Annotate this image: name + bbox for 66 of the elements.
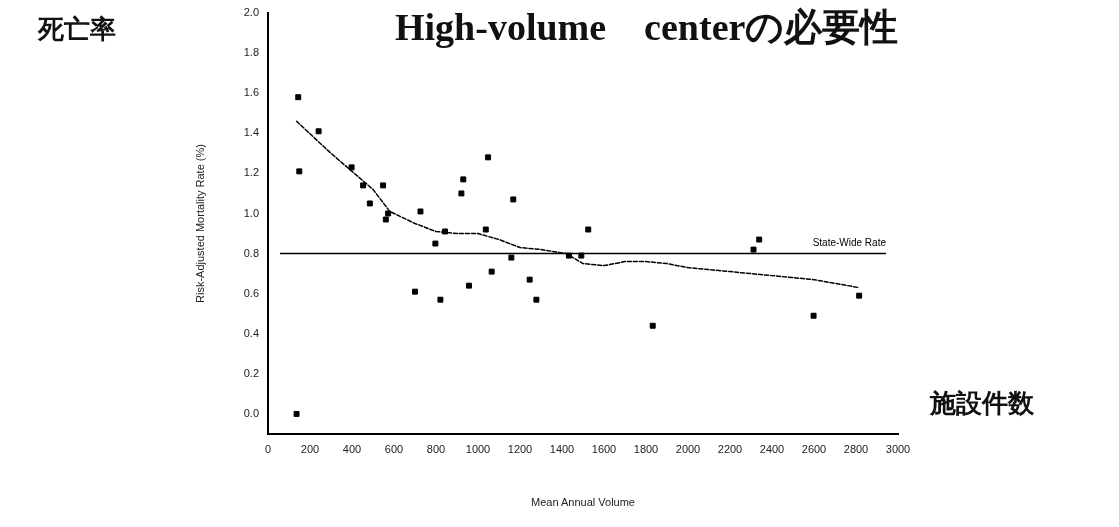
point xyxy=(508,254,515,261)
x-tick-label: 1000 xyxy=(465,442,491,455)
point xyxy=(315,128,322,135)
x-tick-label: 2400 xyxy=(759,442,785,455)
point xyxy=(385,210,392,217)
point xyxy=(437,296,444,303)
y-tick-label: 2.0 xyxy=(243,6,259,19)
point xyxy=(565,252,572,259)
x-tick-label: 1800 xyxy=(633,442,659,455)
point xyxy=(810,312,817,319)
y-tick-label: 1.8 xyxy=(243,46,259,59)
x-tick-label: 2200 xyxy=(717,442,743,455)
point xyxy=(417,208,424,215)
y-tick-label: 0.2 xyxy=(243,366,259,379)
x-tick-label: 3000 xyxy=(885,442,911,455)
y-tick-label: 0.6 xyxy=(243,286,259,299)
point xyxy=(293,410,300,417)
x-axis-title: Mean Annual Volume xyxy=(531,496,635,509)
x-tick-label: 800 xyxy=(426,442,446,455)
point xyxy=(412,288,418,295)
point xyxy=(382,216,389,223)
point xyxy=(296,168,303,175)
point xyxy=(432,240,439,247)
point xyxy=(366,200,373,207)
point xyxy=(510,196,517,203)
point xyxy=(488,268,495,275)
y-tick-label: 1.4 xyxy=(243,126,259,139)
chart-title: High-volume centerの必要性 xyxy=(395,5,899,50)
y-tick-label: 1.0 xyxy=(243,206,259,219)
y-tick-label: 0.8 xyxy=(243,246,259,259)
point xyxy=(750,246,757,253)
point xyxy=(756,236,763,243)
point xyxy=(526,276,533,283)
y-tick-label: 0.0 xyxy=(243,406,259,419)
y-tick-label: 1.6 xyxy=(243,86,259,99)
x-tick-label: 2800 xyxy=(843,442,869,455)
x-tick-label: 400 xyxy=(342,442,362,455)
point xyxy=(578,252,585,259)
x-tick-label: 1200 xyxy=(507,442,533,455)
point xyxy=(458,190,465,197)
y-tick-label: 0.4 xyxy=(243,326,259,339)
x-tick-label: 0 xyxy=(264,442,272,455)
point xyxy=(585,226,592,233)
x-tick-label: 600 xyxy=(384,442,404,455)
point xyxy=(348,164,355,171)
point xyxy=(466,282,472,289)
point xyxy=(295,94,302,101)
point xyxy=(485,154,492,161)
y-tick-label: 1.2 xyxy=(243,166,259,179)
y-axis-title: Risk-Adjusted Mortality Rate (%) xyxy=(193,144,206,303)
x-tick-label: 1400 xyxy=(549,442,575,455)
point xyxy=(856,292,863,299)
point xyxy=(533,296,540,303)
point xyxy=(649,322,656,329)
point xyxy=(360,182,367,189)
x-tick-label: 200 xyxy=(300,442,320,455)
point xyxy=(380,182,387,189)
x-tick-label: 2600 xyxy=(801,442,827,455)
text: 死亡率 xyxy=(38,13,116,46)
text: 施設件数 xyxy=(930,387,1034,420)
point xyxy=(482,226,489,233)
point xyxy=(442,228,449,235)
x-tick-label: 1600 xyxy=(591,442,617,455)
ref-line-label: State-Wide Rate xyxy=(812,237,887,249)
x-tick-label: 2000 xyxy=(675,442,701,455)
point xyxy=(460,176,467,183)
